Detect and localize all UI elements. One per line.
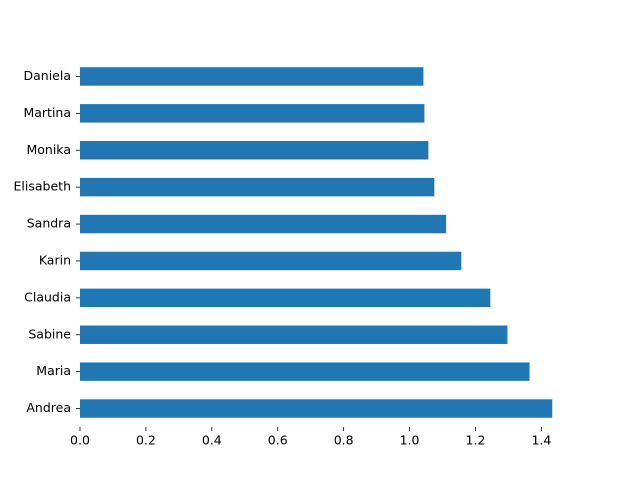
y-tick-label: Karin xyxy=(39,252,71,267)
x-tick-label: 0.8 xyxy=(334,433,354,448)
y-tick-label: Claudia xyxy=(24,289,71,304)
bar xyxy=(80,214,447,234)
y-tick-label: Andrea xyxy=(26,400,71,415)
y-tick-label: Martina xyxy=(23,105,71,120)
x-tick-label: 0.0 xyxy=(70,433,90,448)
x-tick-label: 1.0 xyxy=(400,433,420,448)
y-tick-label: Daniela xyxy=(23,68,71,83)
y-tick-label: Monika xyxy=(26,142,71,157)
x-tick-label: 0.4 xyxy=(202,433,222,448)
bar xyxy=(80,362,530,381)
bar xyxy=(80,67,424,86)
y-tick-label: Maria xyxy=(36,363,71,378)
y-tick-label: Sabine xyxy=(28,326,71,341)
bar xyxy=(80,104,425,123)
bar xyxy=(80,325,508,344)
y-tick-label: Elisabeth xyxy=(14,179,71,194)
bar xyxy=(80,141,429,160)
bar xyxy=(80,399,553,418)
x-tick-label: 0.2 xyxy=(136,433,156,448)
y-tick-label: Sandra xyxy=(27,216,71,231)
x-tick-label: 1.2 xyxy=(466,433,486,448)
bar xyxy=(80,288,491,308)
x-tick-label: 1.4 xyxy=(531,433,551,448)
bar xyxy=(80,177,435,197)
x-tick-label: 0.6 xyxy=(268,433,288,448)
bar xyxy=(80,251,462,271)
